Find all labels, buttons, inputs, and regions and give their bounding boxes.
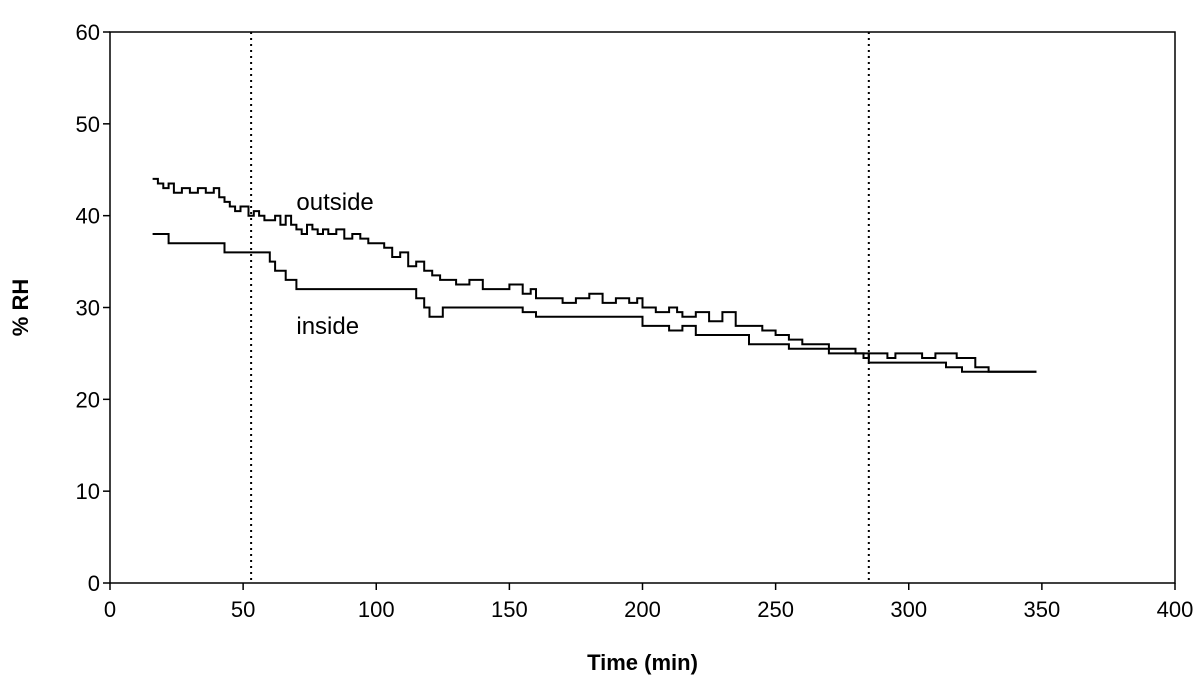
x-tick-label: 300: [890, 597, 927, 622]
x-tick-label: 350: [1024, 597, 1061, 622]
y-axis-ticks: 0 10 20 30 40 50 60: [76, 20, 110, 596]
y-tick-label: 0: [88, 571, 100, 596]
y-tick-label: 60: [76, 20, 100, 45]
x-axis-title: Time (min): [587, 650, 698, 675]
x-tick-label: 150: [491, 597, 528, 622]
series-lines: [152, 177, 1037, 373]
x-tick-label: 200: [624, 597, 661, 622]
y-axis-title: % RH: [8, 279, 33, 336]
x-tick-label: 250: [757, 597, 794, 622]
y-tick-label: 10: [76, 479, 100, 504]
x-tick-label: 400: [1157, 597, 1194, 622]
y-tick-label: 20: [76, 387, 100, 412]
x-axis-ticks: 0 50 100 150 200 250 300 350 400: [104, 583, 1193, 622]
y-tick-label: 40: [76, 204, 100, 229]
series-label-inside: inside: [296, 313, 359, 340]
series-label-outside: outside: [296, 189, 373, 216]
y-tick-label: 50: [76, 112, 100, 137]
vertical-marker-lines: [250, 32, 870, 583]
x-tick-label: 0: [104, 597, 116, 622]
y-tick-label: 30: [76, 296, 100, 321]
x-tick-label: 50: [231, 597, 255, 622]
series-line-outside: [152, 177, 1037, 373]
series-labels: outside inside: [296, 189, 373, 340]
series-line-inside: [152, 233, 1037, 373]
x-tick-label: 100: [358, 597, 395, 622]
